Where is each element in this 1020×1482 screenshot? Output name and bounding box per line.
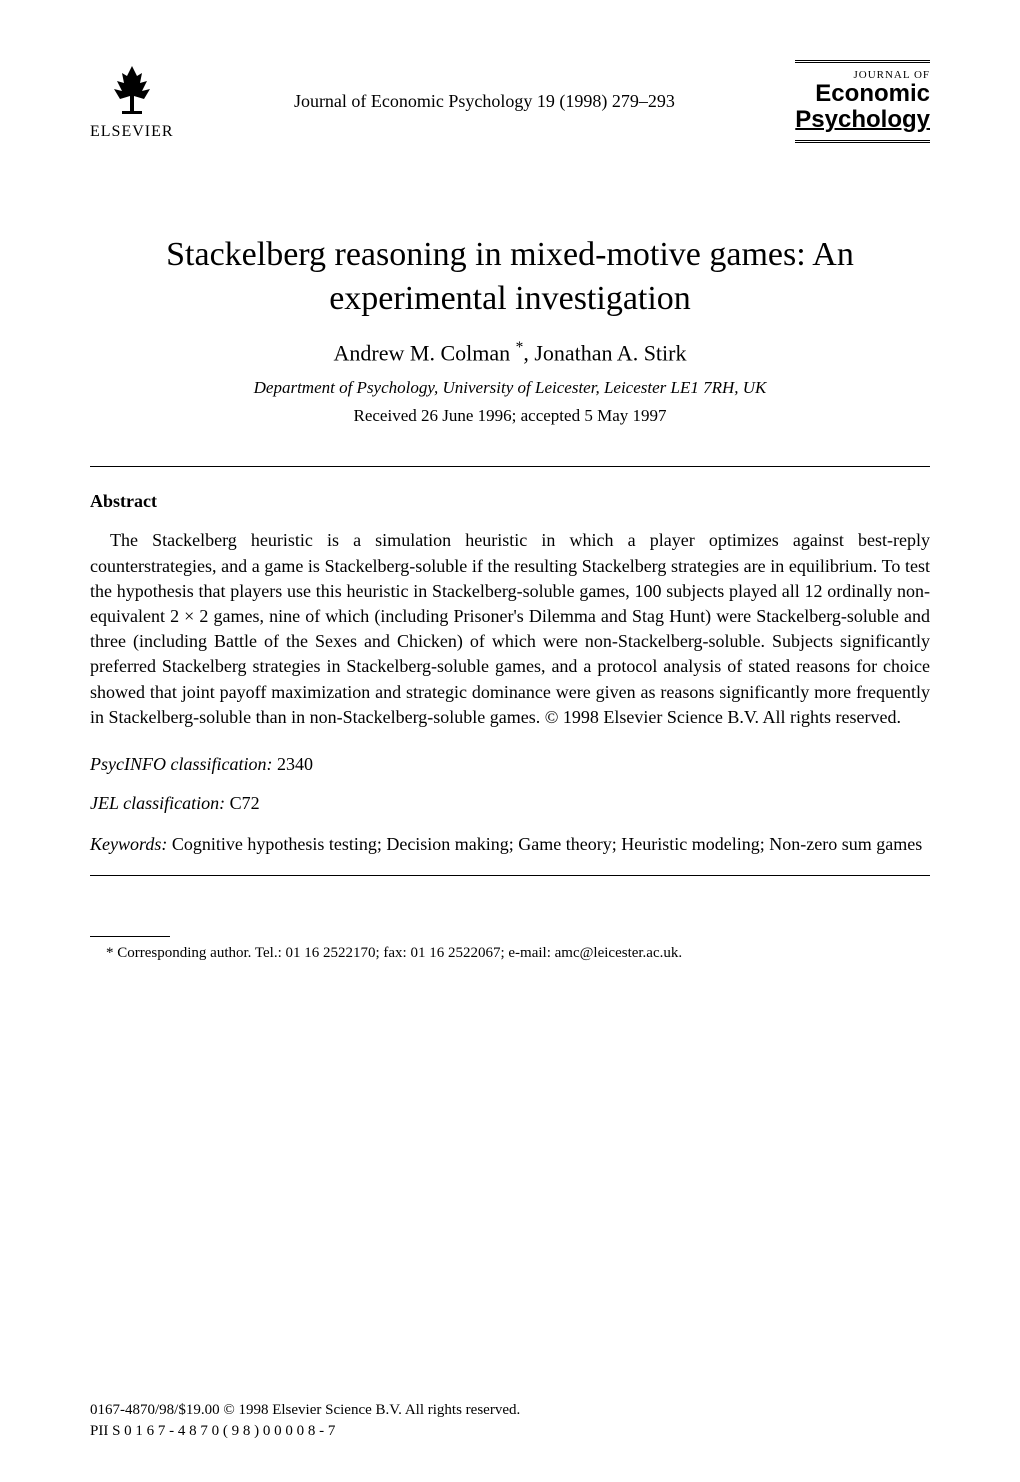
received-dates: Received 26 June 1996; accepted 5 May 19… bbox=[90, 406, 930, 426]
psycinfo-value: 2340 bbox=[277, 754, 313, 774]
journal-logo: JOURNAL OF Economic Psychology bbox=[795, 60, 930, 143]
journal-reference: Journal of Economic Psychology 19 (1998)… bbox=[294, 91, 675, 112]
keywords-text: Cognitive hypothesis testing; Decision m… bbox=[172, 834, 922, 854]
affiliation: Department of Psychology, University of … bbox=[90, 378, 930, 398]
journal-name: Economic Psychology bbox=[795, 81, 930, 134]
jel-classification: JEL classification: C72 bbox=[90, 793, 930, 814]
footnote-separator bbox=[90, 936, 170, 937]
elsevier-tree-icon bbox=[102, 61, 162, 121]
pii-line: PII S 0 1 6 7 - 4 8 7 0 ( 9 8 ) 0 0 0 0 … bbox=[90, 1421, 520, 1442]
footer: 0167-4870/98/$19.00 © 1998 Elsevier Scie… bbox=[90, 1400, 520, 1442]
journal-name-line2: Psychology bbox=[795, 106, 930, 133]
psycinfo-classification: PsycINFO classification: 2340 bbox=[90, 754, 930, 775]
elsevier-label: ELSEVIER bbox=[90, 123, 174, 141]
separator bbox=[90, 875, 930, 876]
header: ELSEVIER Journal of Economic Psychology … bbox=[90, 60, 930, 143]
jel-value: C72 bbox=[230, 793, 260, 813]
keywords: Keywords: Cognitive hypothesis testing; … bbox=[90, 832, 930, 857]
corresponding-author-footnote: * Corresponding author. Tel.: 01 16 2522… bbox=[90, 945, 930, 962]
authors: Andrew M. Colman *, Jonathan A. Stirk bbox=[90, 339, 930, 366]
journal-name-line1: Economic bbox=[815, 80, 930, 107]
jel-label: JEL classification: bbox=[90, 793, 225, 813]
abstract-text: The Stackelberg heuristic is a simulatio… bbox=[90, 528, 930, 730]
paper-title: Stackelberg reasoning in mixed-motive ga… bbox=[90, 233, 930, 321]
abstract-heading: Abstract bbox=[90, 491, 930, 512]
psycinfo-label: PsycINFO classification: bbox=[90, 754, 272, 774]
separator bbox=[90, 466, 930, 467]
keywords-label: Keywords: bbox=[90, 834, 167, 854]
elsevier-logo: ELSEVIER bbox=[90, 61, 174, 141]
copyright-line: 0167-4870/98/$19.00 © 1998 Elsevier Scie… bbox=[90, 1400, 520, 1421]
